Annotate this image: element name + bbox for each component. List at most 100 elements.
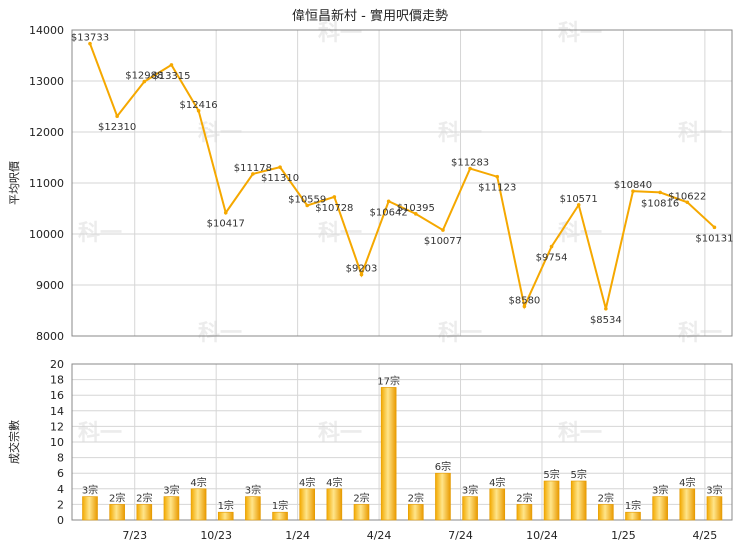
volume-tick-label: 10 — [50, 436, 64, 449]
volume-bar — [652, 496, 668, 521]
volume-data-label: 2宗 — [516, 491, 532, 504]
price-point — [359, 272, 364, 277]
volume-tick-label: 0 — [57, 514, 64, 527]
volume-bar — [543, 480, 560, 521]
volume-bar — [353, 504, 370, 521]
volume-bar — [598, 504, 614, 521]
price-point — [88, 41, 92, 46]
price-point — [522, 304, 527, 309]
price-tick-label: 11000 — [29, 177, 64, 190]
volume-data-label: 1宗 — [218, 499, 234, 512]
volume-tick-label: 20 — [50, 358, 64, 371]
volume-tick-label: 2 — [57, 498, 64, 511]
watermark-text: 科一 — [438, 321, 482, 346]
price-data-label: $13315 — [152, 71, 190, 82]
price-point — [549, 244, 554, 249]
volume-bar — [570, 480, 587, 521]
volume-bar — [136, 504, 153, 521]
price-point — [115, 114, 119, 118]
price-point — [604, 306, 608, 311]
volume-bar — [407, 504, 424, 521]
volume-bar — [516, 504, 533, 521]
price-point — [305, 203, 310, 208]
volume-bar — [82, 496, 98, 521]
watermark-text: 科一 — [678, 121, 722, 146]
price-panel: 8000 9000 10000 11000 12000 13000 14000 $13733 $… — [29, 24, 734, 343]
price-point — [441, 228, 445, 232]
watermark-text: 科一 — [198, 321, 242, 346]
price-tick-label: 13000 — [29, 75, 64, 88]
price-point — [495, 174, 500, 179]
volume-data-label: 4宗 — [190, 476, 206, 489]
x-tick-label: 1/24 — [285, 529, 310, 542]
volume-bar — [435, 472, 451, 521]
volume-bar — [489, 488, 506, 521]
x-tick-label: 1/25 — [611, 529, 636, 542]
volume-data-label: 3宗 — [462, 484, 478, 497]
price-data-label: $9754 — [536, 253, 568, 264]
volume-data-label: 2宗 — [109, 491, 125, 504]
volume-bar — [190, 488, 207, 521]
volume-data-label: 4宗 — [489, 476, 505, 489]
volume-data-label: 3宗 — [652, 484, 668, 497]
volume-axis-title: 成交宗數 — [7, 420, 21, 464]
watermark-text: 科一 — [438, 121, 482, 146]
price-data-label: $10395 — [397, 203, 435, 214]
price-data-label: $11283 — [451, 158, 489, 169]
price-tick-label: 10000 — [29, 228, 64, 241]
volume-data-label: 3宗 — [82, 484, 98, 497]
price-point — [142, 79, 147, 84]
volume-bar — [163, 496, 180, 521]
price-plot-frame — [71, 29, 733, 337]
volume-data-label: 4宗 — [299, 476, 315, 489]
price-data-label: $10571 — [560, 194, 598, 205]
price-point — [468, 166, 472, 171]
price-point — [278, 165, 282, 169]
price-data-label: $10728 — [315, 203, 353, 214]
volume-data-label: 2宗 — [598, 491, 614, 504]
volume-panel: 0 2 4 6 8 10 12 14 16 18 20 7/23 10/23 1/24 4/24 7/24 10… — [50, 358, 733, 542]
volume-tick-label: 18 — [50, 374, 64, 387]
price-point — [196, 108, 201, 113]
watermark-text: 科一 — [558, 21, 602, 46]
volume-tick-label: 12 — [50, 420, 64, 433]
volume-data-label: 5宗 — [571, 468, 587, 481]
price-point — [631, 189, 635, 193]
volume-plot-frame — [71, 363, 733, 521]
volume-tick-label: 14 — [50, 405, 64, 418]
price-tick-label: 9000 — [36, 279, 64, 292]
volume-data-label: 3宗 — [706, 484, 722, 497]
price-point — [658, 190, 662, 195]
price-tick-label: 12000 — [29, 126, 64, 139]
chart-title: 偉恒昌新村 - 實用呎價走勢 — [292, 8, 448, 24]
price-series-line — [89, 43, 716, 310]
volume-data-label: 5宗 — [543, 468, 559, 481]
volume-data-label: 1宗 — [272, 499, 288, 512]
volume-data-label: 1宗 — [625, 499, 641, 512]
volume-data-label: 2宗 — [353, 491, 369, 504]
volume-tick-label: 4 — [57, 483, 64, 496]
price-data-label: $12310 — [98, 122, 136, 133]
price-data-label: $12416 — [180, 100, 218, 111]
volume-tick-label: 6 — [57, 467, 64, 480]
price-tick-label: 14000 — [29, 24, 64, 37]
price-point — [576, 203, 581, 207]
volume-bar — [625, 511, 641, 521]
price-data-label: $11123 — [478, 183, 516, 194]
volume-bar — [272, 511, 288, 521]
volume-bar — [326, 488, 343, 521]
volume-bar — [679, 488, 696, 521]
price-point — [685, 200, 690, 205]
volume-bar — [109, 504, 125, 521]
volume-data-label: 17宗 — [377, 374, 400, 387]
price-data-label: $10622 — [668, 191, 706, 202]
volume-data-label: 4宗 — [679, 476, 695, 489]
volume-bar — [462, 496, 478, 521]
price-point — [223, 210, 228, 215]
price-data-label: $8534 — [590, 315, 622, 326]
price-point — [414, 212, 418, 216]
volume-data-label: 2宗 — [408, 491, 424, 504]
volume-bar — [299, 488, 316, 521]
price-data-label: $10417 — [207, 219, 245, 230]
